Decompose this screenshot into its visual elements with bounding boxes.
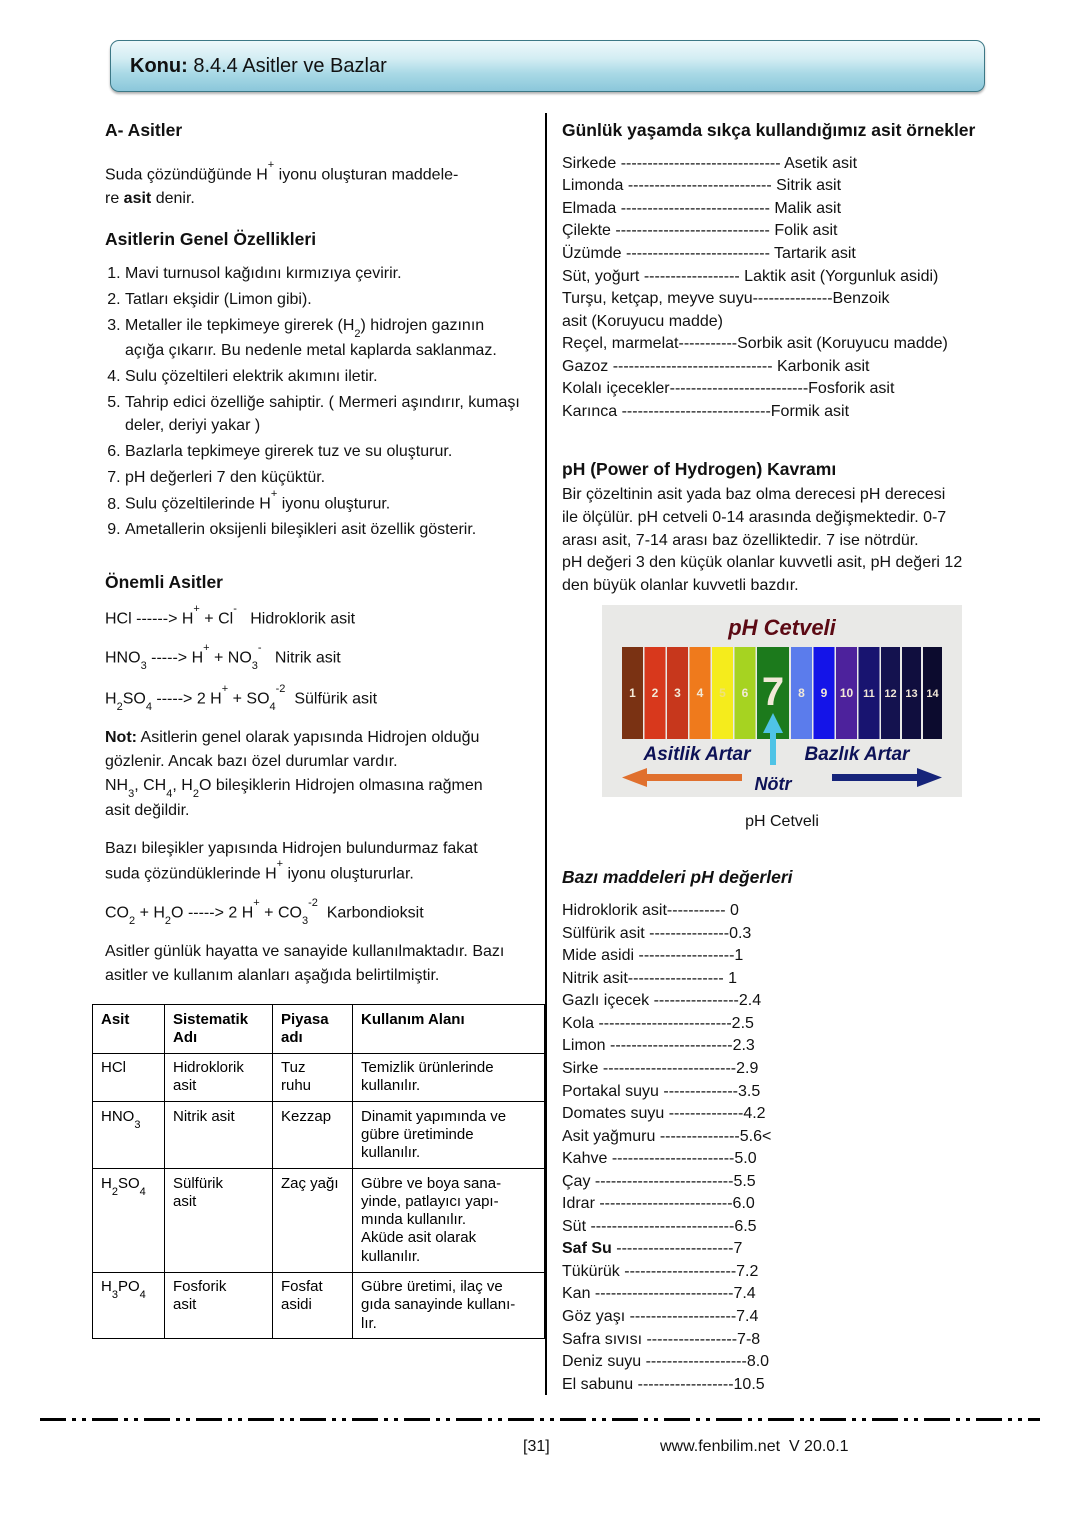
svg-text:Asitlik Artar: Asitlik Artar bbox=[643, 744, 753, 765]
svg-text:11: 11 bbox=[863, 688, 875, 700]
svg-text:4: 4 bbox=[697, 686, 704, 700]
svg-text:10: 10 bbox=[840, 686, 854, 700]
svg-text:7: 7 bbox=[762, 670, 784, 714]
svg-text:5: 5 bbox=[719, 686, 726, 700]
svg-text:14: 14 bbox=[926, 688, 939, 700]
svg-text:8: 8 bbox=[798, 686, 805, 700]
svg-text:1: 1 bbox=[629, 686, 636, 700]
svg-text:3: 3 bbox=[674, 686, 681, 700]
svg-text:9: 9 bbox=[821, 686, 828, 700]
svg-text:Nötr: Nötr bbox=[755, 774, 793, 794]
svg-text:pH Cetveli: pH Cetveli bbox=[727, 615, 836, 640]
svg-text:Bazlık Artar: Bazlık Artar bbox=[805, 744, 911, 765]
svg-text:6: 6 bbox=[742, 686, 749, 700]
svg-text:2: 2 bbox=[652, 686, 659, 700]
svg-text:12: 12 bbox=[884, 688, 896, 700]
svg-text:13: 13 bbox=[905, 688, 917, 700]
